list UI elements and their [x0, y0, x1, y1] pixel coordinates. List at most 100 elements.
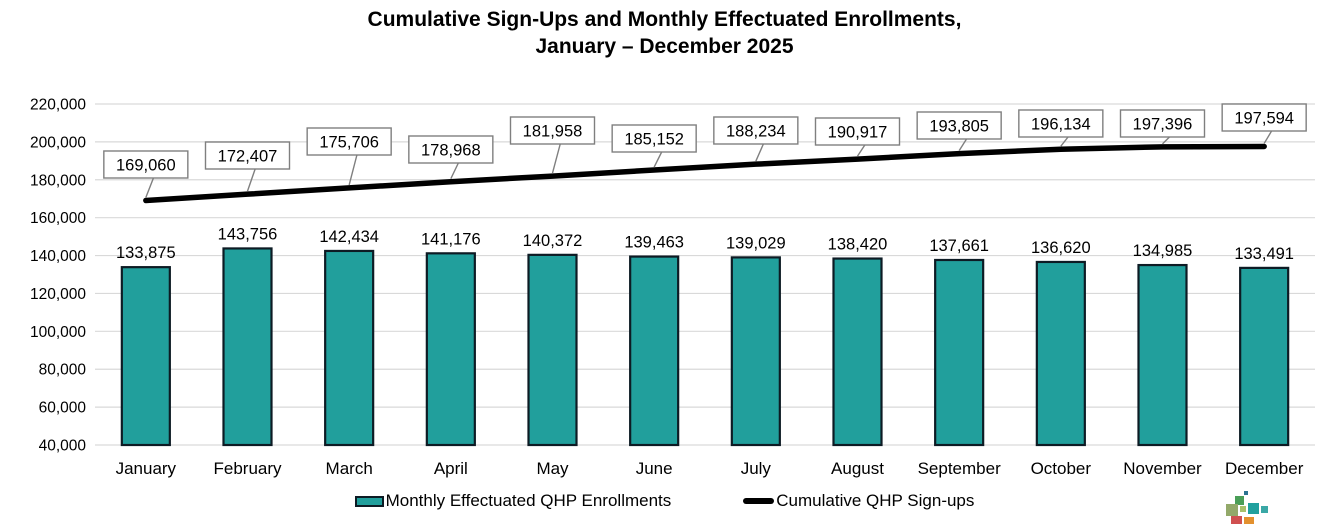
- y-tick-label: 100,000: [30, 324, 86, 341]
- bar-april: [425, 252, 476, 447]
- line-label-box-december: [1221, 103, 1307, 132]
- line-label-box-november: [1119, 109, 1206, 138]
- bar-value-label-september: 137,661: [929, 237, 989, 255]
- bar-july: [730, 256, 781, 447]
- line-value-label-april: 178,968: [421, 142, 481, 160]
- leader-line-january: [145, 176, 155, 198]
- bar-june: [629, 255, 680, 447]
- logo-square-7: [1244, 517, 1254, 524]
- line-label-box-march: [306, 127, 392, 156]
- y-tick-label: 160,000: [30, 210, 86, 227]
- leader-line-june: [653, 150, 663, 168]
- line-value-label-october: 196,134: [1031, 116, 1091, 134]
- bar-value-label-february: 143,756: [218, 225, 278, 243]
- logo-square-1: [1235, 496, 1244, 505]
- bar-value-label-august: 138,420: [828, 236, 888, 254]
- leader-line-february: [246, 167, 257, 192]
- chart-title-line2: January – December 2025: [535, 35, 794, 58]
- bar-november: [1137, 263, 1188, 447]
- legend-item-bars: Monthly Effectuated QHP Enrollments: [354, 491, 672, 511]
- line-label-box-june: [611, 124, 697, 153]
- line-value-label-january: 169,060: [116, 157, 176, 175]
- leader-line-march: [348, 153, 358, 186]
- bar-september: [934, 258, 985, 447]
- cumulative-line: [143, 143, 1267, 204]
- bar-august: [832, 257, 883, 447]
- logo-square-3: [1240, 506, 1246, 512]
- bar-value-label-april: 141,176: [421, 230, 481, 248]
- x-axis-label-november: November: [1123, 459, 1202, 478]
- leader-line-october: [1060, 135, 1070, 147]
- logo-square-6: [1231, 516, 1242, 524]
- y-tick-label: 40,000: [39, 438, 87, 455]
- y-tick-label: 120,000: [30, 286, 86, 303]
- x-axis-label-august: August: [831, 459, 884, 478]
- bar-january: [120, 266, 171, 447]
- leader-line-december: [1263, 129, 1273, 144]
- line-value-label-august: 190,917: [828, 124, 888, 142]
- bar-may: [527, 253, 578, 447]
- leader-line-may: [551, 142, 562, 174]
- logo-square-0: [1244, 491, 1248, 495]
- logo-square-5: [1261, 506, 1268, 513]
- chart-title-line1: Cumulative Sign-Ups and Monthly Effectua…: [367, 8, 962, 31]
- x-axis-label-april: April: [434, 459, 468, 478]
- line-value-label-may: 181,958: [523, 123, 583, 141]
- x-axis-label-june: June: [636, 459, 673, 478]
- y-tick-label: 200,000: [30, 134, 86, 151]
- bar-february: [222, 247, 273, 447]
- x-axis-label-october: October: [1031, 459, 1092, 478]
- logo-square-4: [1248, 503, 1259, 514]
- x-axis-label-january: January: [116, 459, 177, 478]
- line-label-box-april: [408, 135, 494, 164]
- x-axis-label-february: February: [213, 459, 282, 478]
- x-axis-label-march: March: [326, 459, 373, 478]
- y-tick-label: 180,000: [30, 172, 86, 189]
- legend: Monthly Effectuated QHP Enrollments Cumu…: [0, 491, 1329, 511]
- bar-value-label-june: 139,463: [624, 234, 684, 252]
- leader-line-august: [856, 143, 867, 157]
- line-value-label-november: 197,396: [1133, 116, 1193, 134]
- bar-value-label-december: 133,491: [1234, 245, 1294, 263]
- logo-square-2: [1226, 504, 1238, 516]
- x-axis-label-september: September: [918, 459, 1001, 478]
- leader-line-april: [450, 161, 460, 180]
- y-tick-label: 140,000: [30, 248, 86, 265]
- x-axis-label-may: May: [536, 459, 569, 478]
- legend-bars-label: Monthly Effectuated QHP Enrollments: [385, 491, 672, 510]
- line-label-box-august: [814, 117, 901, 146]
- legend-line-label: Cumulative QHP Sign-ups: [776, 491, 975, 510]
- x-axis-label-july: July: [741, 459, 772, 478]
- line-value-label-july: 188,234: [726, 123, 786, 141]
- bar-value-label-march: 142,434: [319, 228, 379, 246]
- legend-item-line: Cumulative QHP Sign-ups: [743, 491, 974, 511]
- line-series-swatch-icon: [743, 498, 775, 504]
- y-tick-label: 220,000: [30, 97, 86, 114]
- line-label-box-september: [916, 111, 1002, 140]
- line-value-label-march: 175,706: [319, 134, 379, 152]
- line-value-label-december: 197,594: [1234, 110, 1294, 128]
- y-tick-label: 80,000: [39, 362, 87, 379]
- bar-value-label-may: 140,372: [523, 232, 583, 250]
- leader-line-july: [755, 142, 765, 162]
- line-label-box-january: [103, 150, 189, 179]
- leader-line-september: [958, 137, 968, 151]
- x-axis-label-december: December: [1225, 459, 1304, 478]
- pixel-squares-logo-icon: [1222, 488, 1270, 524]
- line-value-label-september: 193,805: [929, 118, 989, 136]
- line-label-box-july: [713, 116, 799, 145]
- line-label-box-may: [509, 116, 596, 145]
- bar-value-label-january: 133,875: [116, 244, 176, 262]
- bar-value-label-november: 134,985: [1133, 242, 1193, 260]
- bar-december: [1239, 266, 1290, 447]
- chart-title: Cumulative Sign-Ups and Monthly Effectua…: [0, 6, 1329, 60]
- line-label-box-february: [204, 141, 291, 170]
- y-tick-label: 60,000: [39, 400, 87, 417]
- bar-march: [324, 249, 375, 447]
- line-label-box-october: [1018, 109, 1104, 138]
- bar-october: [1035, 260, 1086, 447]
- bar-value-label-october: 136,620: [1031, 239, 1091, 257]
- line-value-label-february: 172,407: [218, 148, 278, 166]
